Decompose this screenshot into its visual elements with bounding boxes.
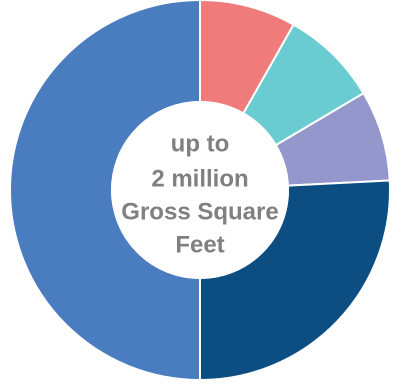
center-label-line-3: Gross Square: [121, 198, 278, 225]
donut-center-hole: [111, 101, 289, 279]
center-label-line-2: 2 million: [151, 165, 248, 192]
center-label-line-4: Feet: [175, 231, 224, 258]
center-label-line-1: up to: [171, 130, 230, 157]
donut-slices: [9, 0, 391, 381]
